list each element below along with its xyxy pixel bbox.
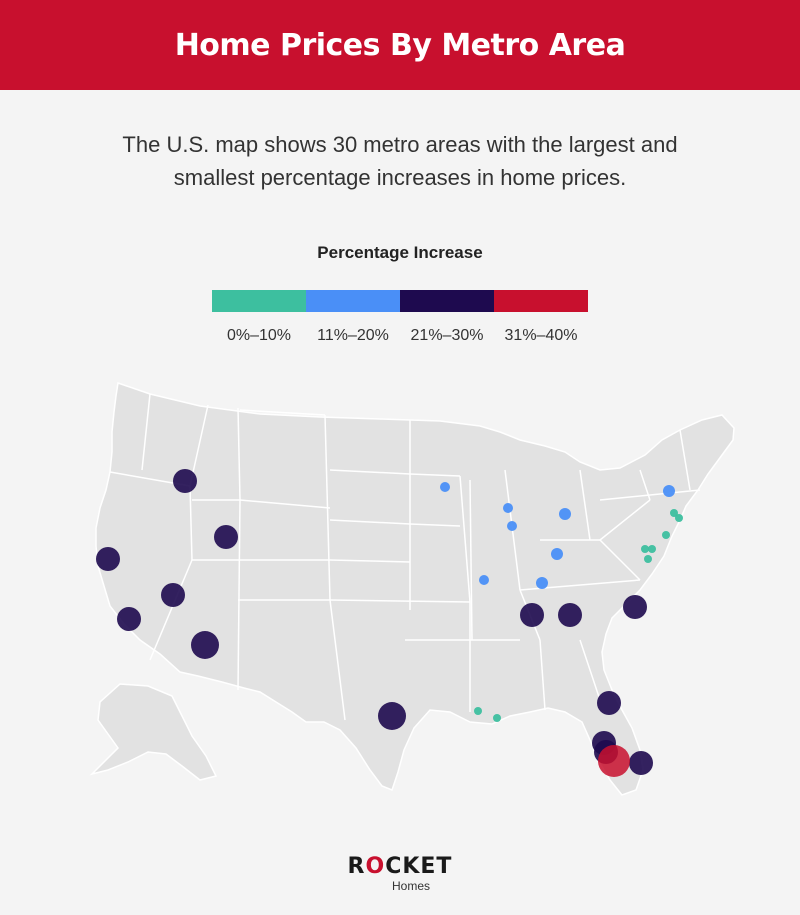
metro-dot-newark xyxy=(675,514,683,522)
state-border-line xyxy=(579,469,591,541)
state-border-line xyxy=(599,499,651,541)
state-border-line xyxy=(329,599,346,721)
legend-label-0-10: 0%–10% xyxy=(226,327,292,344)
metro-dot-chicago xyxy=(507,521,517,531)
metro-dot-boise xyxy=(173,469,197,493)
metro-dot-philadelphia xyxy=(662,531,670,539)
metro-dot-jacksonville xyxy=(597,691,621,715)
metro-dot-riverside xyxy=(117,607,141,631)
state-border-line xyxy=(459,475,471,603)
state-border-line xyxy=(329,599,471,603)
state-border-line xyxy=(149,559,193,661)
logo-subtext: Homes xyxy=(391,879,430,893)
legend-labels: 0%–10% 11%–20% 21%–30% 31%–40% xyxy=(212,327,588,345)
metro-dot-columbus xyxy=(551,548,563,560)
metro-dot-new-york xyxy=(670,509,678,517)
legend-swatch-31-40 xyxy=(494,290,588,312)
metro-dot-phoenix xyxy=(191,631,219,659)
metro-dot-nashville xyxy=(520,603,544,627)
metro-dot-milwaukee xyxy=(503,503,513,513)
state-border-line xyxy=(237,407,241,501)
state-border-line xyxy=(329,469,411,475)
map-description: The U.S. map shows 30 metro areas with t… xyxy=(122,132,678,190)
logo-wordmark: ROCKET xyxy=(347,854,453,879)
legend-swatch-21-30 xyxy=(400,290,494,312)
page-title: Home Prices By Metro Area xyxy=(174,27,626,63)
alaska-shape xyxy=(89,683,218,781)
legend-color-bar xyxy=(212,290,588,312)
state-border-line xyxy=(239,409,326,416)
metro-dot-cape-coral xyxy=(598,745,630,777)
metro-dot-sacramento xyxy=(96,547,120,571)
state-border-line xyxy=(239,499,331,509)
state-border-line xyxy=(579,639,601,701)
legend-label-21-30: 21%–30% xyxy=(410,327,484,344)
legend-label-11-20: 11%–20% xyxy=(317,327,389,344)
state-border-line xyxy=(469,479,473,641)
state-border-line xyxy=(599,539,641,581)
legend-label-31-40: 31%–40% xyxy=(504,327,578,344)
metro-dot-new-orleans xyxy=(493,714,501,722)
state-border-line xyxy=(409,473,461,477)
legend-title: Percentage Increase xyxy=(317,243,483,262)
legend-swatch-0-10 xyxy=(212,290,306,312)
us-landmass xyxy=(89,381,735,796)
state-border-line xyxy=(679,429,691,491)
metro-dot-detroit xyxy=(559,508,571,520)
state-border-line xyxy=(329,559,411,563)
state-border-line xyxy=(539,639,546,711)
legend-swatch-11-20 xyxy=(306,290,400,312)
metro-dot-raleigh xyxy=(623,595,647,619)
us-map xyxy=(89,381,735,796)
metro-dot-miami xyxy=(629,751,653,775)
metro-dot-knoxville xyxy=(558,603,582,627)
header-banner: Home Prices By Metro Area xyxy=(0,0,800,90)
state-border-line xyxy=(141,393,151,471)
rocket-homes-logo: ROCKET Homes xyxy=(340,854,460,894)
state-border-line xyxy=(409,523,461,527)
state-border-line xyxy=(639,469,651,501)
state-borders xyxy=(109,393,701,721)
metro-dot-virginia-beach xyxy=(644,555,652,563)
state-border-line xyxy=(189,485,193,561)
metro-dot-washington xyxy=(648,545,656,553)
metro-dots xyxy=(96,469,683,777)
metro-dot-las-vegas xyxy=(161,583,185,607)
metro-dot-minneapolis xyxy=(440,482,450,492)
metro-dot-st-louis xyxy=(479,575,489,585)
metro-dot-salt-lake-city xyxy=(214,525,238,549)
state-border-line xyxy=(324,414,331,601)
metro-dot-baton-rouge xyxy=(474,707,482,715)
state-border-line xyxy=(237,499,241,691)
state-border-line xyxy=(599,489,701,501)
metro-dot-baltimore xyxy=(641,545,649,553)
metro-dot-albany xyxy=(663,485,675,497)
state-border-line xyxy=(329,519,411,525)
contiguous-us-shape xyxy=(95,381,735,796)
metro-dot-austin xyxy=(378,702,406,730)
metro-dot-louisville xyxy=(536,577,548,589)
